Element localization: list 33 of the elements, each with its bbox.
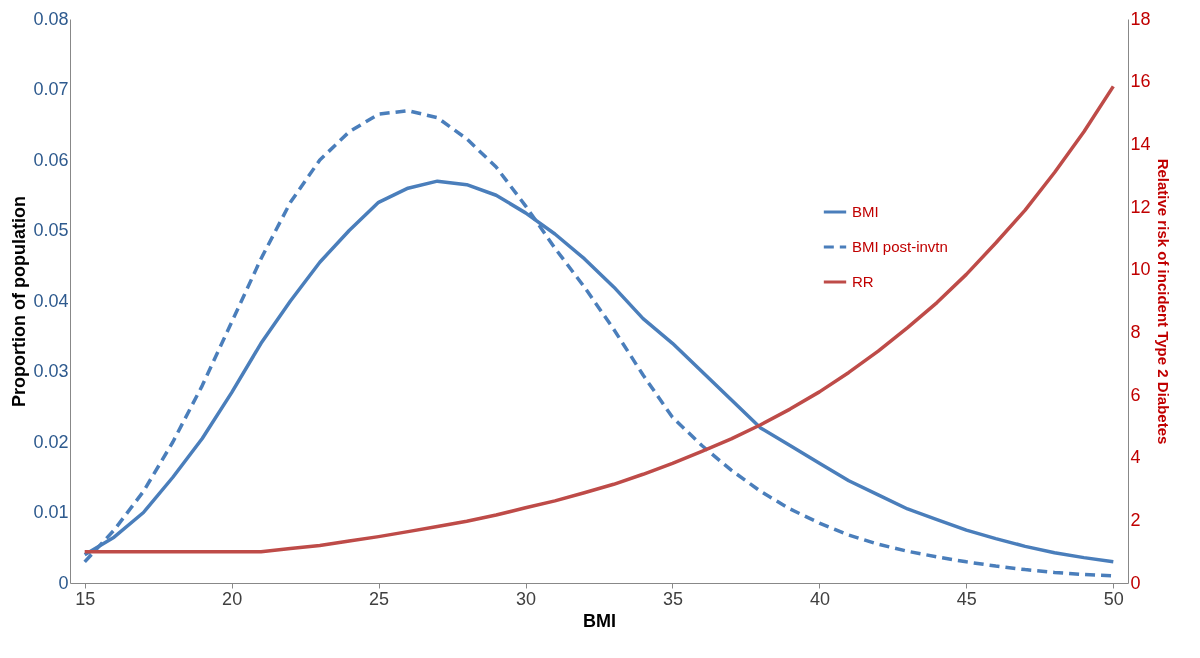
x-tick-label: 50 <box>1103 588 1124 609</box>
y-tick-label: 0.02 <box>33 431 69 452</box>
x-tick-label: 30 <box>516 588 537 609</box>
y-tick-label: 0 <box>58 572 69 593</box>
y2-tick-label: 2 <box>1130 509 1141 530</box>
y-tick-label: 0.04 <box>33 290 69 311</box>
y-tick-label: 0.06 <box>33 149 69 170</box>
y-tick-label: 0.03 <box>33 361 69 381</box>
x-axis-title: BMI <box>583 610 616 631</box>
y2-tick-label: 18 <box>1130 8 1151 29</box>
x-tick-label: 45 <box>956 588 977 609</box>
y2-tick-label: 16 <box>1130 71 1151 92</box>
x-tick-label: 15 <box>75 588 96 609</box>
y2-tick-label: 12 <box>1130 196 1151 217</box>
x-tick-label: 40 <box>809 588 830 609</box>
x-tick-label: 25 <box>369 588 390 609</box>
y2-tick-label: 6 <box>1130 384 1141 405</box>
y-tick-label: 0.07 <box>33 79 69 99</box>
y2-tick-label: 8 <box>1130 321 1141 342</box>
y2-tick-label: 4 <box>1130 447 1141 468</box>
y2-tick-label: 14 <box>1130 133 1151 154</box>
y2-tick-label: 10 <box>1130 259 1151 280</box>
y-tick-label: 0.01 <box>33 502 69 522</box>
legend-label: RR <box>852 273 874 290</box>
y-tick-label: 0.08 <box>33 8 69 29</box>
legend-label: BMI <box>852 203 879 220</box>
y-axis-title: Proportion of population <box>9 196 30 407</box>
x-tick-label: 35 <box>662 588 683 609</box>
y-tick-label: 0.05 <box>33 220 69 240</box>
y2-tick-label: 0 <box>1130 572 1141 593</box>
x-tick-label: 20 <box>222 588 243 609</box>
y2-axis-title: Relative risk of incident Type 2 Diabetes <box>1154 158 1172 445</box>
legend-label: BMI post-invtn <box>852 238 948 255</box>
